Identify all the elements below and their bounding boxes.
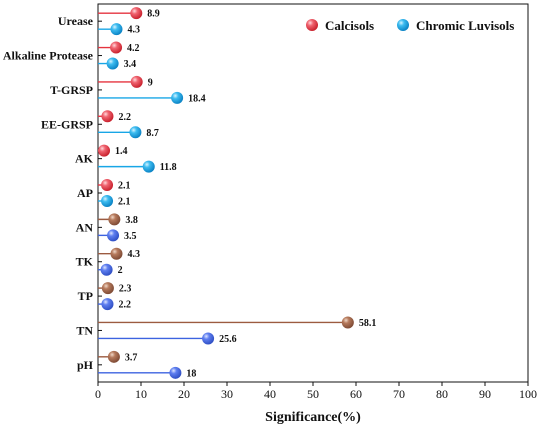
point-t-grsp-calcisols bbox=[130, 75, 143, 88]
value-label-tp-chromic-luvisols: 2.2 bbox=[118, 300, 130, 311]
point-alkaline-protease-chromic-luvisols bbox=[106, 57, 119, 70]
point-alkaline-protease-calcisols bbox=[110, 41, 123, 54]
y-axis: Urease Alkaline Protease T-GRSP EE-GRSP AK AP… bbox=[3, 14, 102, 372]
category-label-tp: TP bbox=[78, 289, 93, 303]
category-label-ee-grsp: EE-GRSP bbox=[41, 117, 93, 131]
point-ph-chromic-luvisols bbox=[169, 366, 182, 379]
x-tick-label: 30 bbox=[221, 387, 233, 401]
legend-label-calcisols: Calcisols bbox=[325, 18, 374, 33]
point-tk-chromic-luvisols bbox=[100, 263, 113, 276]
point-an-calcisols bbox=[108, 213, 121, 226]
point-ee-grsp-chromic-luvisols bbox=[129, 126, 142, 139]
value-label-ap-calcisols: 2.1 bbox=[118, 181, 131, 192]
value-label-ee-grsp-chromic-luvisols: 8.7 bbox=[146, 128, 159, 139]
value-label-ak-calcisols: 1.4 bbox=[115, 146, 128, 157]
legend-marker-calcisols bbox=[306, 19, 318, 31]
legend-marker-chromic-luvisols bbox=[397, 19, 409, 31]
point-ap-calcisols bbox=[101, 179, 114, 191]
point-tp-chromic-luvisols bbox=[101, 298, 114, 311]
point-ak-chromic-luvisols bbox=[142, 160, 155, 173]
value-label-t-grsp-calcisols: 9 bbox=[148, 77, 153, 88]
category-label-ak: AK bbox=[75, 152, 94, 166]
x-tick-label: 20 bbox=[178, 387, 190, 401]
point-tp-calcisols bbox=[101, 282, 114, 295]
category-label-ph: pH bbox=[77, 358, 94, 372]
category-label-tn: TN bbox=[76, 323, 93, 337]
category-label-alkaline-protease: Alkaline Protease bbox=[3, 49, 94, 63]
value-label-t-grsp-chromic-luvisols: 18.4 bbox=[188, 93, 206, 104]
x-tick-label: 0 bbox=[95, 387, 101, 401]
value-label-ph-calcisols: 3.7 bbox=[125, 352, 138, 363]
point-urease-calcisols bbox=[130, 7, 143, 20]
value-label-urease-chromic-luvisols: 4.3 bbox=[127, 25, 139, 36]
legend: Calcisols Chromic Luvisols bbox=[306, 18, 514, 33]
value-label-tk-chromic-luvisols: 2 bbox=[118, 265, 123, 276]
plot-frame bbox=[97, 3, 529, 383]
point-t-grsp-chromic-luvisols bbox=[171, 91, 184, 104]
value-label-tp-calcisols: 2.3 bbox=[119, 284, 132, 295]
category-label-an: AN bbox=[76, 220, 94, 234]
point-ph-calcisols bbox=[107, 350, 120, 363]
category-label-urease: Urease bbox=[58, 14, 94, 28]
value-label-tn-calcisols: 58.1 bbox=[359, 318, 377, 329]
value-label-tk-calcisols: 4.3 bbox=[127, 249, 139, 260]
chart-marks: 8.9 4.3 4.2 3.4 9 18.4 2.2 8.7 1.4 11.8 2.1 2.1 3.8 3… bbox=[98, 7, 376, 379]
value-label-ee-grsp-calcisols: 2.2 bbox=[118, 112, 130, 123]
x-tick-label: 10 bbox=[135, 387, 147, 401]
x-tick-label: 50 bbox=[307, 387, 319, 401]
x-tick-label: 40 bbox=[264, 387, 276, 401]
point-urease-chromic-luvisols bbox=[110, 23, 123, 36]
x-axis: 0 10 20 30 40 50 60 70 80 90 100 bbox=[95, 382, 537, 401]
category-label-ap: AP bbox=[77, 186, 93, 200]
x-tick-label: 70 bbox=[393, 387, 405, 401]
point-ak-calcisols bbox=[98, 144, 111, 157]
x-tick-label: 60 bbox=[350, 387, 362, 401]
value-label-ap-chromic-luvisols: 2.1 bbox=[118, 197, 131, 208]
point-tn-chromic-luvisols bbox=[202, 332, 215, 345]
point-ap-chromic-luvisols bbox=[101, 195, 114, 207]
x-tick-label: 80 bbox=[436, 387, 448, 401]
value-label-ph-chromic-luvisols: 18 bbox=[186, 368, 196, 379]
point-tn-calcisols bbox=[341, 316, 354, 329]
x-tick-label: 90 bbox=[479, 387, 491, 401]
x-tick-label: 100 bbox=[519, 387, 537, 401]
value-label-urease-calcisols: 8.9 bbox=[147, 9, 160, 20]
x-axis-title: Significance(%) bbox=[265, 410, 361, 425]
value-label-an-calcisols: 3.8 bbox=[125, 215, 138, 226]
category-label-t-grsp: T-GRSP bbox=[50, 83, 93, 97]
category-label-tk: TK bbox=[76, 255, 94, 269]
point-an-chromic-luvisols bbox=[107, 229, 120, 242]
value-label-alkaline-protease-chromic-luvisols: 3.4 bbox=[124, 59, 136, 70]
value-label-ak-chromic-luvisols: 11.8 bbox=[160, 162, 177, 173]
value-label-alkaline-protease-calcisols: 4.2 bbox=[127, 43, 140, 54]
legend-label-chromic-luvisols: Chromic Luvisols bbox=[416, 18, 514, 33]
value-label-tn-chromic-luvisols: 25.6 bbox=[219, 334, 237, 345]
point-ee-grsp-calcisols bbox=[101, 110, 114, 123]
value-label-an-chromic-luvisols: 3.5 bbox=[124, 231, 137, 242]
point-tk-calcisols bbox=[110, 247, 123, 260]
